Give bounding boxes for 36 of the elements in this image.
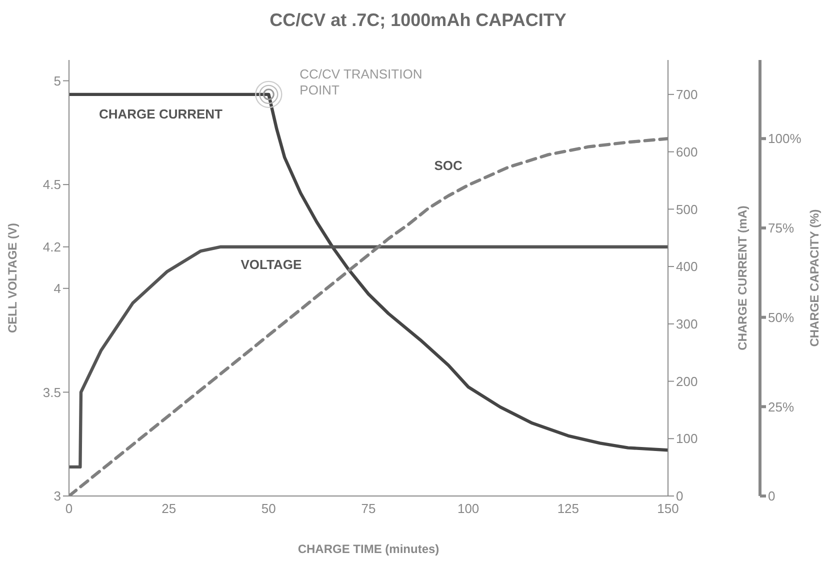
y2-tick-label: 300 [676, 316, 698, 332]
x-tick-label: 100 [457, 501, 480, 516]
y-tick-label: 4.5 [42, 177, 61, 192]
x-tick-label: 25 [162, 501, 176, 516]
y3-tick-label: 0 [768, 488, 776, 504]
y-tick-label: 3 [54, 488, 61, 504]
series-label: CHARGE CURRENT [99, 106, 223, 122]
annotation: CC/CV TRANSITION POINT [300, 66, 422, 98]
y3-tick-label: 50% [768, 310, 794, 325]
y3-axis-title: CHARGE CAPACITY (%) [807, 209, 822, 347]
x-axis-title: CHARGE TIME (minutes) [298, 542, 440, 556]
line-series [69, 245, 668, 469]
y2-axis-title: CHARGE CURRENT (mA) [735, 206, 750, 350]
y2-tick-label: 700 [676, 87, 698, 102]
y2-tick-label: 400 [676, 259, 698, 274]
y3-tick-label: 100% [768, 131, 802, 146]
y2-tick-label: 0 [676, 488, 684, 504]
x-tick-label: 150 [657, 501, 679, 516]
y-axis-title: CELL VOLTAGE (V) [5, 223, 20, 333]
series-label: SOC [434, 158, 464, 173]
y2-tick-label: 100 [676, 431, 698, 446]
y2-tick-label: 200 [676, 374, 698, 389]
x-tick-label: 50 [261, 501, 276, 516]
y-tick-label: 4.2 [42, 239, 61, 254]
series-label: VOLTAGE [240, 256, 302, 272]
y-tick-label: 4 [54, 280, 61, 296]
y3-tick-label: 75% [768, 220, 794, 236]
y2-tick-label: 600 [676, 144, 698, 160]
y3-tick-label: 25% [768, 399, 794, 414]
chart-title: CC/CV at .7C; 1000mAh CAPACITY [268, 9, 568, 32]
x-tick-label: 0 [65, 501, 73, 516]
x-tick-label: 125 [557, 501, 580, 516]
y-tick-label: 3.5 [42, 384, 61, 400]
y-tick-label: 5 [54, 73, 61, 88]
x-tick-label: 75 [361, 501, 376, 516]
y2-tick-label: 500 [676, 202, 698, 217]
